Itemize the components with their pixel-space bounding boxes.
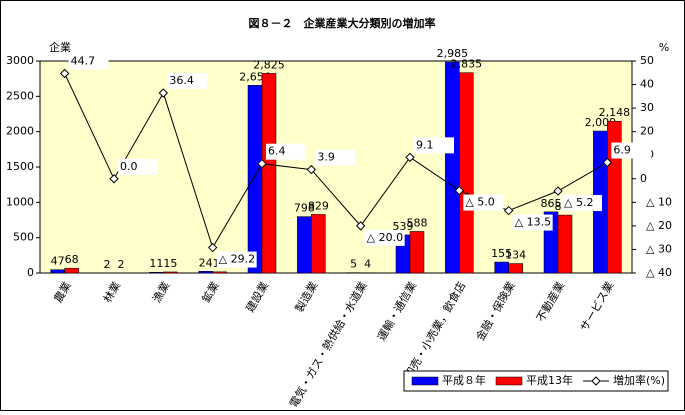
bar-value-label: 829 [308,199,329,212]
y-axis-label: 企業 [49,40,71,54]
bar-value-label: 4 [364,258,371,271]
rate-value-label: △ 5.2 [564,196,593,209]
legend-swatch [496,377,522,385]
rate-value-label: 6.4 [268,145,286,158]
y2-tick-label: 50 [640,54,654,67]
rate-value-label: △ 5.0 [465,196,494,209]
bar [495,262,509,273]
y2-tick-label: △ 30 [646,242,672,255]
bar [163,272,177,273]
bar-value-label: 5 [350,258,357,271]
bar-value-label: 2 [104,258,111,271]
bar-value-label: 15 [163,257,177,270]
bar-value-label: 134 [505,249,526,262]
bar [410,231,424,273]
legend-label: 増加率(%) [613,373,665,387]
rate-value-label: 0.0 [120,160,138,173]
y-tick-label: 500 [13,231,34,244]
y-tick-label: 0 [27,266,34,279]
bar [65,268,79,273]
rate-value-label: △ 20.0 [367,231,403,244]
bar [248,85,262,273]
rate-value-label: 36.4 [169,74,194,87]
bar [311,214,325,273]
y2-tick-label: 20 [640,125,654,138]
bar [445,62,459,273]
rate-value-label: △ 29.2 [219,253,255,266]
bar-value-label: 47 [51,255,65,268]
y-tick-label: 2500 [6,89,34,102]
bar-value-label: 24 [199,256,213,269]
bar-value-label: 68 [65,253,79,266]
y2-tick-label: △ 10 [646,195,672,208]
bar-value-label: 2,825 [253,58,285,71]
rate-value-label: 6.9 [613,144,631,157]
legend-swatch [412,377,438,385]
bar [213,272,227,273]
y2-tick-label: 30 [640,101,654,114]
bar-value-label: 2 [118,258,125,271]
y-tick-label: 2000 [6,125,34,138]
bar [199,271,213,273]
bar [459,73,473,273]
bar-value-label: 2,148 [599,106,631,119]
y2-tick-label: 40 [640,78,654,91]
rate-value-label: 9.1 [416,138,434,151]
rate-value-label: 44.7 [71,54,96,67]
bar-value-label: 11 [149,257,163,270]
chart-title: 図８－２ 企業産業大分類別の増加率 [249,16,436,30]
bar-value-label: 2,835 [451,58,483,71]
y2-tick-label: 0 [640,172,647,185]
y-tick-label: 1000 [6,195,34,208]
y2-axis-label: % [659,41,669,54]
y2-tick-label: △ 20 [646,219,672,232]
bar [51,270,65,273]
legend-label: 平成８年 [442,373,486,387]
bar [262,73,276,273]
bar [509,264,523,273]
rate-value-label: 3.9 [317,151,335,164]
y-tick-label: 1500 [6,160,34,173]
y2-tick-label: △ 40 [646,266,672,279]
y-tick-label: 3000 [6,54,34,67]
bar-value-label: 588 [407,216,428,229]
bar [558,215,572,273]
rate-value-label: △ 13.5 [515,216,551,229]
legend-label: 平成13年 [526,373,573,387]
bar [149,272,163,273]
bar [297,217,311,273]
